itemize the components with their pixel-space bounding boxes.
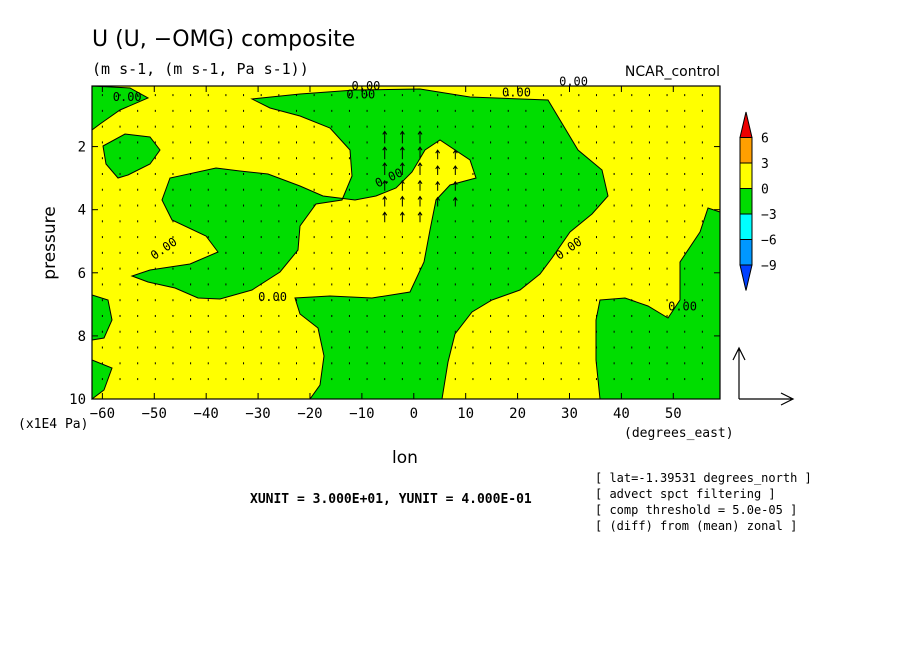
x-tick-label: −60 — [90, 406, 115, 422]
colorbar-label: 3 — [761, 157, 769, 172]
x-tick-label: −40 — [194, 406, 219, 422]
info-line: [ (diff) from (mean) zonal ] — [595, 519, 797, 533]
negative-region-lower-right — [595, 207, 721, 400]
wind-vector — [399, 146, 405, 160]
wind-vector — [382, 162, 388, 175]
y-unit-label: (x1E4 Pa) — [18, 417, 88, 432]
x-tick-label: 0 — [410, 406, 418, 422]
colorbar-label: −6 — [761, 234, 777, 249]
y-axis: 2 4 6 8 10 — [69, 140, 720, 408]
y-tick-label: 2 — [78, 140, 86, 156]
y-tick-label: 6 — [78, 266, 86, 282]
x-tick-label: 10 — [457, 406, 474, 422]
wind-vector — [417, 179, 423, 191]
x-tick-label: −30 — [245, 406, 270, 422]
contour-label: 0.00 — [113, 90, 142, 104]
info-line: [ advect spct filtering ] — [595, 487, 776, 501]
chart-subtitle: (m s-1, (m s-1, Pa s-1)) — [92, 60, 309, 78]
wind-vector — [399, 211, 405, 223]
negative-region-upper-left — [102, 133, 161, 179]
x-axis-label: lon — [392, 448, 418, 468]
plot-area: 0.00 0.00 0.000.000.000.000.000.000.000.00… — [69, 74, 721, 422]
experiment-label: NCAR_control — [625, 64, 720, 80]
y-tick-label: 8 — [78, 329, 86, 345]
y-tick-label: 10 — [69, 392, 86, 408]
x-tick-label: 50 — [665, 406, 682, 422]
contour-label: 0.00 — [502, 86, 531, 100]
wind-vector — [452, 196, 458, 207]
wind-vector — [435, 196, 441, 207]
colorbar-segment — [739, 111, 753, 138]
colorbar-segment — [739, 264, 753, 291]
x-tick-label: −50 — [142, 406, 167, 422]
colorbar: 6 3 0 −3 −6 −9 — [739, 111, 777, 291]
wind-vector — [435, 149, 441, 160]
wind-vector — [399, 130, 405, 144]
contour-label: 0.00 — [559, 74, 588, 88]
reference-vector — [732, 346, 795, 406]
wind-vector — [399, 162, 405, 175]
info-line: [ comp threshold = 5.0e-05 ] — [595, 503, 797, 517]
wind-vector — [452, 165, 458, 175]
wind-vector — [452, 180, 458, 191]
scale-text: XUNIT = 3.000E+01, YUNIT = 4.000E-01 — [250, 492, 532, 507]
x-tick-label: −20 — [297, 406, 322, 422]
contour-label: 0.00 — [668, 300, 697, 314]
colorbar-label: −3 — [761, 208, 777, 223]
x-unit-label: (degrees_east) — [624, 426, 734, 441]
colorbar-segment — [739, 188, 753, 215]
colorbar-segment — [739, 239, 753, 266]
wind-vector — [382, 146, 388, 160]
wind-vector — [417, 162, 423, 175]
contour-label: 0.00 — [346, 88, 375, 102]
wind-vector — [399, 179, 405, 191]
negative-regions — [91, 85, 721, 400]
info-line: [ lat=-1.39531 degrees_north ] — [595, 471, 812, 485]
colorbar-segment — [739, 213, 753, 240]
colorbar-label: 6 — [761, 132, 769, 147]
plot-frame — [91, 85, 721, 400]
wind-vector — [452, 149, 458, 160]
wind-vector — [382, 130, 388, 144]
x-axis: −60 −50 −40 −30 −20 −10 0 10 20 30 40 50 — [90, 86, 682, 422]
wind-vector — [417, 146, 423, 160]
wind-vector — [417, 130, 423, 144]
wind-vector — [382, 195, 388, 207]
y-axis-label: pressure — [40, 206, 60, 279]
reference-vector-horizontal — [739, 392, 795, 406]
wind-vector — [382, 211, 388, 223]
contour-label: 0.00 — [258, 290, 287, 304]
y-tick-label: 4 — [78, 203, 86, 219]
wind-vector — [435, 165, 441, 175]
wind-vector — [417, 195, 423, 207]
wind-vector — [382, 179, 388, 191]
wind-vector — [399, 195, 405, 207]
colorbar-segment — [739, 137, 753, 164]
chart-title: U (U, −OMG) composite — [92, 27, 355, 52]
wind-vector — [417, 211, 423, 223]
x-tick-label: 30 — [561, 406, 578, 422]
x-tick-label: 40 — [613, 406, 630, 422]
reference-vector-vertical — [732, 346, 746, 399]
wind-vectors — [101, 94, 703, 381]
wind-vector — [435, 180, 441, 191]
x-tick-label: 20 — [509, 406, 526, 422]
x-tick-label: −10 — [349, 406, 374, 422]
colorbar-label: −9 — [761, 259, 777, 274]
info-lines: [ lat=-1.39531 degrees_north ] [ advect … — [595, 471, 812, 533]
colorbar-label: 0 — [761, 183, 769, 198]
colorbar-segment — [739, 162, 753, 189]
